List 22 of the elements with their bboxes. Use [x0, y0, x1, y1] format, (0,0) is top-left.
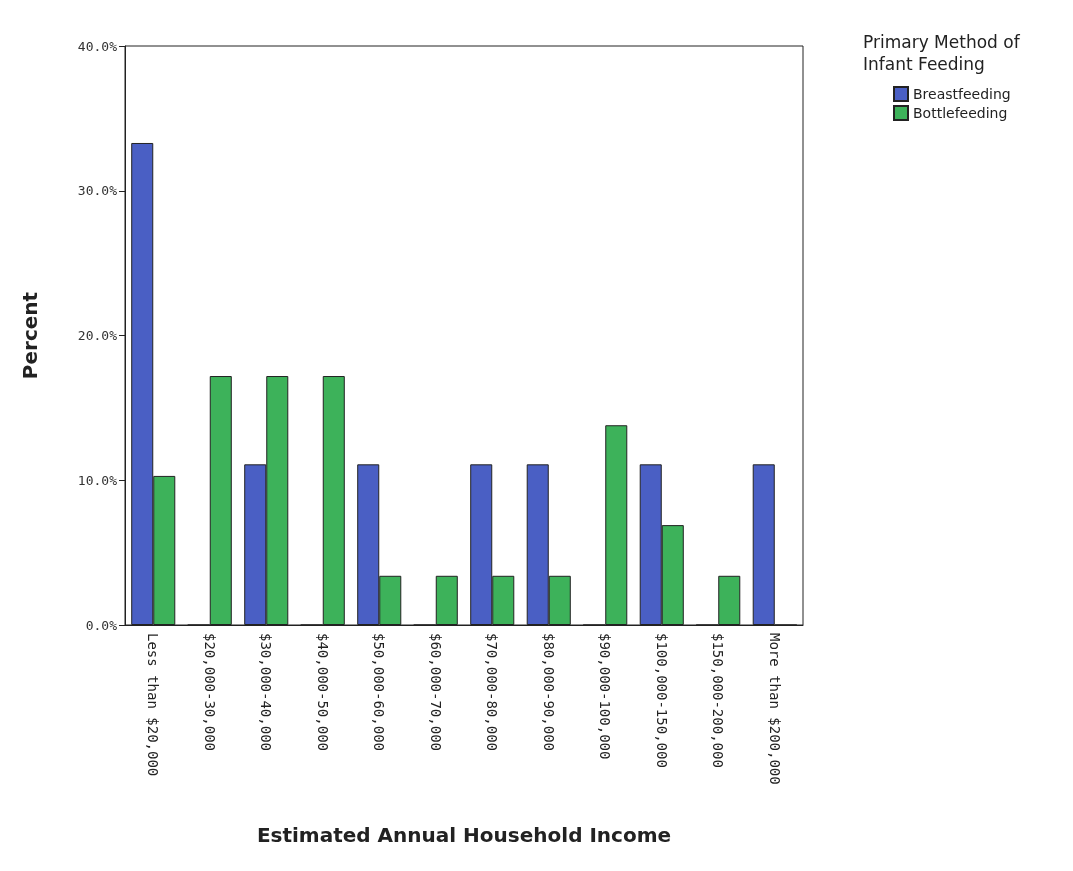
x-tick-label: $100,000-150,000 [653, 633, 670, 768]
y-tick-label: 0.0% [85, 617, 118, 633]
x-tick-label: $60,000-70,000 [427, 633, 444, 752]
y-axis-title: Percent [18, 291, 42, 380]
x-tick-label: $80,000-90,000 [540, 633, 557, 752]
y-tick-label: 20.0% [77, 328, 118, 343]
y-tick-label: 30.0% [77, 183, 118, 199]
legend-label: Breastfeeding [913, 86, 1011, 102]
x-axis-title: Estimated Annual Household Income [256, 823, 672, 847]
y-tick-label: 10.0% [77, 472, 118, 488]
x-tick-label: $30,000-40,000 [258, 633, 275, 752]
x-tick-label: Less than $20,000 [145, 633, 162, 777]
legend-title: Primary Method of Infant Feeding [863, 32, 1026, 74]
x-tick-label: $20,000-30,000 [201, 633, 218, 752]
x-tick-label: $50,000-60,000 [371, 633, 388, 752]
x-tick-label: $40,000-50,000 [314, 633, 331, 752]
legend-label: Bottlefeeding [913, 105, 1008, 121]
y-tick-label: 40.0% [77, 38, 118, 54]
x-tick-label: $90,000-100,000 [597, 633, 614, 760]
x-tick-label: $150,000-200,000 [710, 633, 727, 768]
x-tick-label: $70,000-80,000 [484, 633, 501, 752]
x-tick-label: More than $200,000 [766, 633, 783, 785]
